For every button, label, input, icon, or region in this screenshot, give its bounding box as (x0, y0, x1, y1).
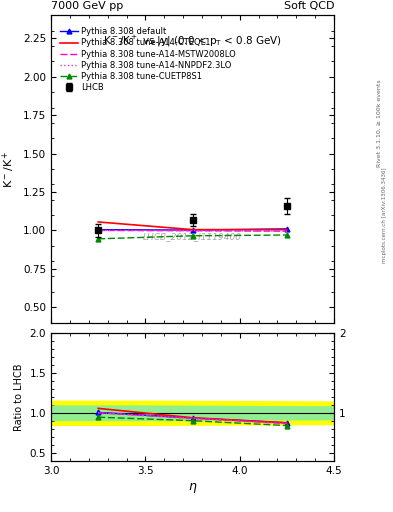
Line: Pythia 8.308 tune-A14-CTEQL1: Pythia 8.308 tune-A14-CTEQL1 (98, 222, 287, 230)
Text: K$^-$/K$^+$ vs |y| (0.0 < p$_\mathrm{T}$ < 0.8 GeV): K$^-$/K$^+$ vs |y| (0.0 < p$_\mathrm{T}$… (103, 34, 282, 49)
Y-axis label: K$^-$/K$^+$: K$^-$/K$^+$ (1, 150, 17, 188)
Text: Soft QCD: Soft QCD (284, 1, 334, 11)
Pythia 8.308 default (190, 227, 195, 233)
Pythia 8.308 tune-CUETP8S1 (190, 232, 195, 239)
Text: 7000 GeV pp: 7000 GeV pp (51, 1, 123, 11)
Line: Pythia 8.308 tune-CUETP8S1: Pythia 8.308 tune-CUETP8S1 (96, 232, 289, 241)
Pythia 8.308 tune-A14-MSTW2008LO (190, 228, 195, 234)
Pythia 8.308 tune-A14-CTEQL1 (96, 219, 101, 225)
Pythia 8.308 tune-A14-NNPDF2.3LO (96, 227, 101, 233)
Text: mcplots.cern.ch [arXiv:1306.3436]: mcplots.cern.ch [arXiv:1306.3436] (382, 167, 387, 263)
Pythia 8.308 tune-A14-CTEQL1 (190, 227, 195, 233)
Pythia 8.308 tune-A14-MSTW2008LO (285, 228, 289, 234)
Pythia 8.308 tune-A14-MSTW2008LO (96, 227, 101, 233)
Y-axis label: Ratio to LHCB: Ratio to LHCB (14, 363, 24, 431)
Pythia 8.308 default (285, 226, 289, 232)
X-axis label: $\eta$: $\eta$ (188, 481, 197, 495)
Pythia 8.308 tune-A14-NNPDF2.3LO (190, 228, 195, 234)
Legend: Pythia 8.308 default, Pythia 8.308 tune-A14-CTEQL1, Pythia 8.308 tune-A14-MSTW20: Pythia 8.308 default, Pythia 8.308 tune-… (58, 26, 238, 93)
Pythia 8.308 tune-A14-CTEQL1 (285, 227, 289, 233)
Pythia 8.308 tune-CUETP8S1 (96, 236, 101, 242)
Line: Pythia 8.308 tune-A14-NNPDF2.3LO: Pythia 8.308 tune-A14-NNPDF2.3LO (98, 230, 287, 231)
Text: Rivet 3.1.10, ≥ 100k events: Rivet 3.1.10, ≥ 100k events (377, 79, 382, 167)
Text: LHCB_2012_I1119400: LHCB_2012_I1119400 (143, 232, 242, 241)
Line: Pythia 8.308 default: Pythia 8.308 default (96, 226, 289, 232)
Pythia 8.308 tune-A14-NNPDF2.3LO (285, 228, 289, 234)
Line: Pythia 8.308 tune-A14-MSTW2008LO: Pythia 8.308 tune-A14-MSTW2008LO (98, 230, 287, 231)
Pythia 8.308 default (96, 227, 101, 233)
Pythia 8.308 tune-CUETP8S1 (285, 232, 289, 238)
